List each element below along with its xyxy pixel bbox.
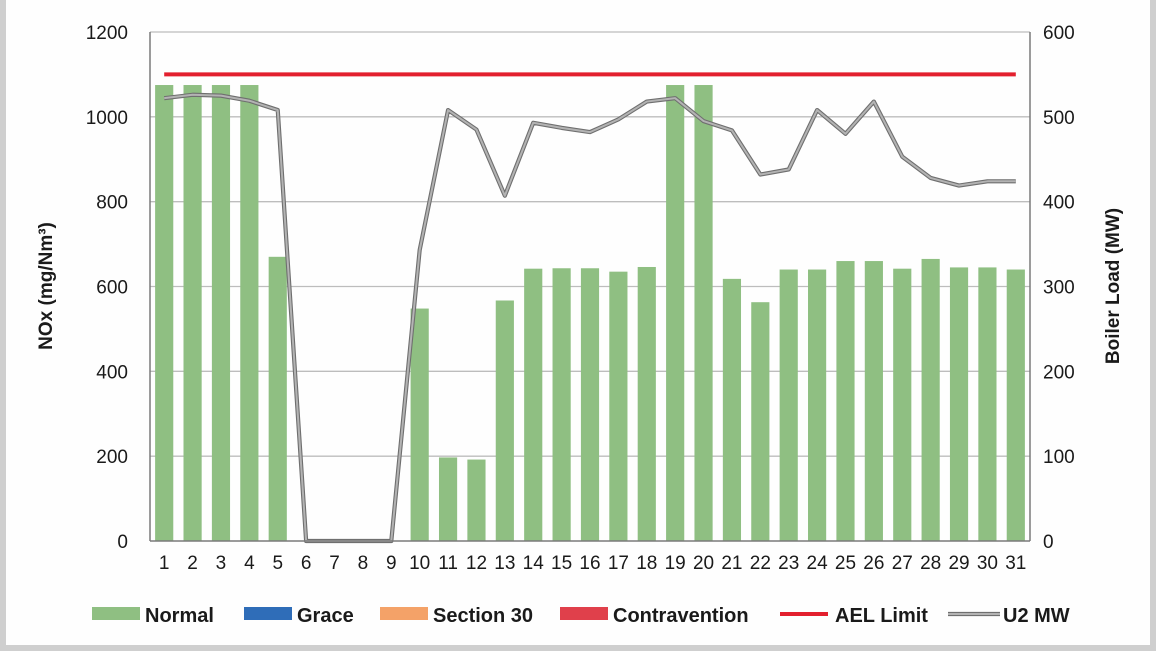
x-tick-label: 4 [244, 553, 255, 574]
legend-label: U2 MW [1003, 605, 1070, 627]
bar-normal [921, 258, 940, 541]
bar-normal [552, 268, 571, 541]
x-tick-label: 3 [216, 553, 227, 574]
right-axis-ticks: 0 100 200 300 400 500 600 [1043, 23, 1075, 553]
x-tick-label: 18 [636, 553, 657, 574]
bar-normal [467, 459, 486, 541]
bar-normal [637, 266, 656, 541]
x-tick-label: 14 [523, 553, 545, 574]
left-tick-label: 200 [96, 447, 128, 468]
left-tick-label: 1000 [86, 108, 128, 129]
x-tick-label: 29 [948, 553, 969, 574]
left-tick-label: 400 [96, 362, 128, 383]
x-tick-label: 19 [665, 553, 686, 574]
x-tick-label: 7 [329, 553, 340, 574]
bar-normal [211, 85, 231, 541]
bar-normal [410, 308, 429, 541]
bar-normal [268, 256, 287, 541]
x-axis-ticks: 1 2 3 4 5 6 7 8 9 10 11 12 13 14 15 16 17 18 19 20 21 22 23 24 2… [159, 553, 1026, 574]
bar-normal [580, 268, 600, 541]
x-tick-label: 27 [892, 553, 913, 574]
axes [149, 32, 1031, 542]
legend-swatch-section-30 [380, 607, 428, 620]
left-tick-label: 1200 [86, 23, 128, 44]
x-tick-label: 26 [863, 553, 884, 574]
x-tick-label: 22 [750, 553, 771, 574]
x-tick-label: 11 [438, 553, 458, 574]
legend-swatch-normal [92, 607, 140, 620]
bar-normal [495, 300, 514, 541]
right-tick-label: 100 [1043, 447, 1075, 468]
bar-normal [751, 302, 770, 541]
x-tick-label: 30 [977, 553, 998, 574]
bar-normal [808, 269, 827, 541]
bar-normal [836, 261, 855, 541]
legend-swatch-grace [244, 607, 292, 620]
bar-normal [1006, 269, 1025, 541]
x-tick-label: 28 [920, 553, 941, 574]
legend-label: Contravention [613, 605, 749, 627]
legend-label: AEL Limit [835, 605, 928, 627]
bar-normal [949, 267, 969, 541]
bar-normal [666, 85, 685, 541]
x-tick-label: 9 [386, 553, 397, 574]
x-tick-label: 5 [272, 553, 283, 574]
bar-normal [864, 261, 883, 541]
legend-swatch-contravention [560, 607, 608, 620]
left-axis-title: NOx (mg/Nm³) [36, 222, 57, 350]
x-tick-label: 8 [358, 553, 369, 574]
x-tick-label: 13 [494, 553, 515, 574]
x-tick-label: 15 [551, 553, 572, 574]
right-tick-label: 200 [1043, 362, 1075, 383]
legend-label: Grace [297, 605, 354, 627]
bar-normal [524, 268, 543, 541]
bar-normal [694, 85, 713, 541]
right-tick-label: 300 [1043, 278, 1075, 299]
x-tick-label: 6 [301, 553, 312, 574]
x-tick-label: 20 [693, 553, 714, 574]
x-tick-label: 25 [835, 553, 856, 574]
legend-label: Normal [145, 605, 214, 627]
bar-normal [978, 267, 997, 541]
x-tick-label: 21 [721, 553, 742, 574]
right-tick-label: 500 [1043, 108, 1075, 129]
left-tick-label: 800 [96, 193, 128, 214]
left-axis-ticks: 0 200 400 600 800 1000 1200 [86, 23, 128, 553]
bar-normal [155, 85, 174, 541]
right-axis-title: Boiler Load (MW) [1103, 208, 1124, 364]
right-tick-label: 600 [1043, 23, 1075, 44]
bar-normal [779, 269, 798, 541]
bar-normal [240, 85, 259, 541]
left-tick-label: 0 [117, 532, 128, 553]
x-tick-label: 10 [409, 553, 430, 574]
bar-normal [722, 278, 742, 541]
x-tick-label: 24 [807, 553, 829, 574]
bar-normal [183, 85, 202, 541]
legend: Normal Grace Section 30 Contravention AEL Li… [92, 605, 1070, 627]
x-tick-label: 2 [187, 553, 198, 574]
x-tick-label: 31 [1005, 553, 1026, 574]
bar-normal [438, 457, 458, 541]
bar-series [155, 85, 1025, 541]
x-tick-label: 23 [778, 553, 799, 574]
bar-normal [609, 271, 628, 541]
bar-normal [893, 268, 912, 541]
left-tick-label: 600 [96, 278, 128, 299]
x-tick-label: 16 [579, 553, 600, 574]
right-tick-label: 400 [1043, 193, 1075, 214]
x-tick-label: 17 [608, 553, 629, 574]
right-tick-label: 0 [1043, 532, 1054, 553]
x-tick-label: 1 [159, 553, 170, 574]
legend-label: Section 30 [433, 605, 533, 627]
x-tick-label: 12 [466, 553, 487, 574]
